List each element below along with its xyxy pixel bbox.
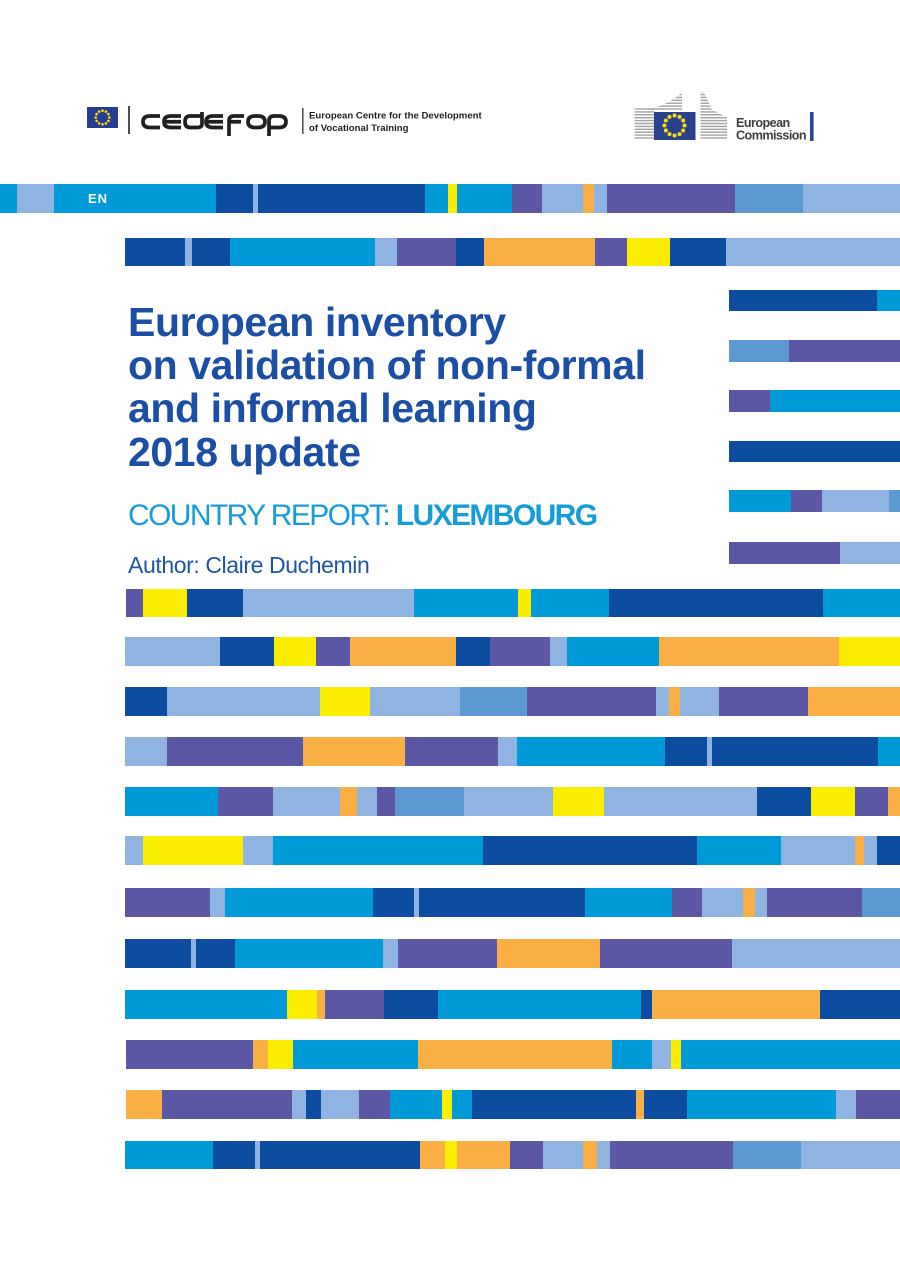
svg-text:European Centre for the Develo: European Centre for the Development bbox=[309, 111, 483, 122]
svg-text:European: European bbox=[736, 116, 790, 130]
svg-text:Commission: Commission bbox=[736, 129, 806, 143]
svg-text:of Vocational Training: of Vocational Training bbox=[309, 123, 409, 134]
